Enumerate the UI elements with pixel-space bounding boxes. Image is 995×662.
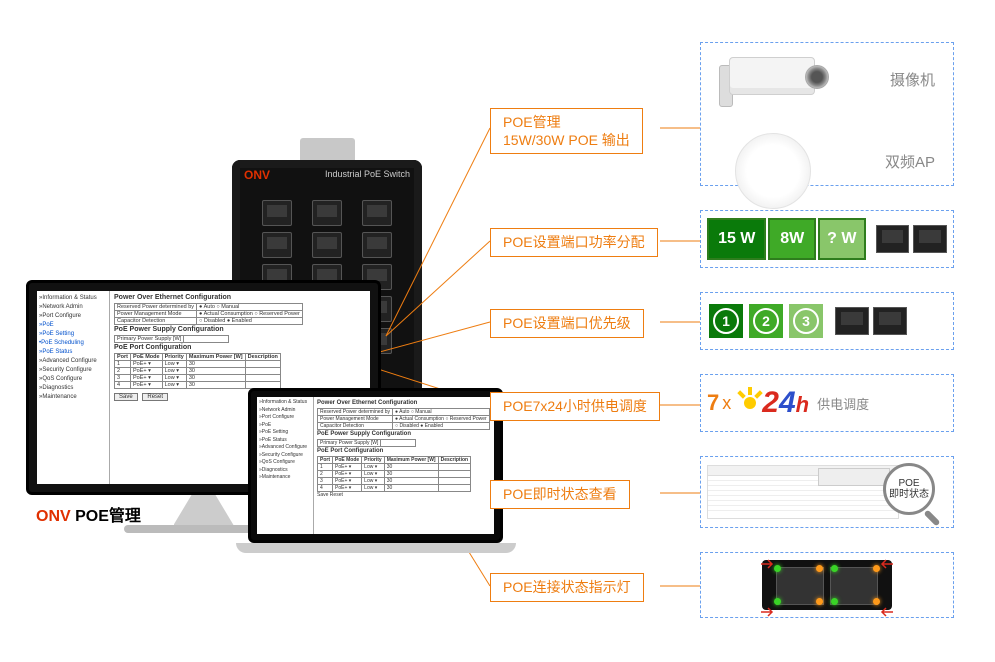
camera-label: 摄像机 xyxy=(890,69,935,90)
rj45-icon xyxy=(835,307,869,335)
poe-port-table[interactable]: PortPoE ModePriorityMaximum Power [W]Des… xyxy=(114,353,281,389)
nav-item[interactable]: »PoE Setting xyxy=(39,330,107,339)
rj45-icon xyxy=(873,307,907,335)
poe-port-heading: PoE Port Configuration xyxy=(114,344,366,351)
callout-c5: POE即时状态查看 xyxy=(490,480,630,509)
nav-item[interactable]: »Advanced Configure xyxy=(39,357,107,366)
ap-label: 双频AP xyxy=(885,151,935,172)
poe-port-table-laptop[interactable]: PortPoE ModePriorityMaximum Power [W]Des… xyxy=(317,456,471,492)
callout-c4: POE7x24小时供电调度 xyxy=(490,392,660,421)
panel-priority: 123 xyxy=(700,292,954,350)
webui-nav[interactable]: »Information & Status»Network Admin»Port… xyxy=(37,291,110,484)
nav-item[interactable]: »PoE Setting xyxy=(259,429,311,437)
nav-item[interactable]: »Security Configure xyxy=(39,366,107,375)
save-button-laptop[interactable]: Save xyxy=(317,492,328,498)
nav-item[interactable]: »PoE xyxy=(259,422,311,430)
save-button[interactable]: Save xyxy=(114,393,138,401)
rj45-led-block xyxy=(762,560,892,610)
nav-item[interactable]: »Diagnostics xyxy=(39,384,107,393)
panel-devices: 摄像机 双频AP xyxy=(700,42,954,186)
sun-icon xyxy=(738,391,762,415)
port-row[interactable]: 3PoE+ ▾Low ▾30 xyxy=(318,478,471,485)
nav-item[interactable]: »PoE Status xyxy=(39,348,107,357)
nav-item[interactable]: »QoS Configure xyxy=(259,459,311,467)
poe-config-table[interactable]: Reserved Power determined by● Auto ○ Man… xyxy=(114,303,303,325)
switch-subtitle: Industrial PoE Switch xyxy=(325,169,410,179)
webui-nav-laptop[interactable]: »Information & Status»Network Admin»Port… xyxy=(257,397,314,534)
nav-item[interactable]: »Information & Status xyxy=(259,399,311,407)
poe-config-table-laptop[interactable]: Reserved Power determined by● Auto ○ Man… xyxy=(317,408,490,430)
port-row[interactable]: 1PoE+ ▾Low ▾30 xyxy=(115,361,281,368)
nav-item[interactable]: »Security Configure xyxy=(259,452,311,460)
priority-badge: 3 xyxy=(787,302,825,340)
port-row[interactable]: 4PoE+ ▾Low ▾30 xyxy=(318,485,471,492)
reset-button[interactable]: Reset xyxy=(142,393,168,401)
seven: 7 xyxy=(707,390,719,416)
status-ui-thumb xyxy=(707,465,899,519)
nav-item[interactable]: »Port Configure xyxy=(259,414,311,422)
panel-power-allocation: 15 W8W? W xyxy=(700,210,954,268)
power-badge: 8W xyxy=(768,218,816,260)
callout-c3: POE设置端口优先级 xyxy=(490,309,644,338)
webui-title: Power Over Ethernet Configuration xyxy=(114,294,366,301)
panel4-label: 供电调度 xyxy=(817,394,869,413)
port-row[interactable]: 1PoE+ ▾Low ▾30 xyxy=(318,464,471,471)
camera-icon xyxy=(719,57,829,113)
primary-power-row[interactable]: Primary Power Supply [W] xyxy=(114,335,229,343)
nav-item[interactable]: »Network Admin xyxy=(259,407,311,415)
monitor-caption: ONV POE管理 xyxy=(36,502,141,526)
magnifier-icon: POE即时状态 xyxy=(883,463,939,519)
nav-item[interactable]: »Maintenance xyxy=(39,393,107,402)
reset-button-laptop[interactable]: Reset xyxy=(330,492,343,498)
panel-7x24: 7 x 24h 供电调度 xyxy=(700,374,954,432)
panel-realtime-status: POE即时状态 xyxy=(700,456,954,528)
power-badge: ? W xyxy=(818,218,866,260)
priority-badge: 2 xyxy=(747,302,785,340)
port-row[interactable]: 3PoE+ ▾Low ▾30 xyxy=(115,375,281,382)
switch-brand: ONV xyxy=(244,168,270,182)
nav-item[interactable]: »Advanced Configure xyxy=(259,444,311,452)
laptop: »Information & Status»Network Admin»Port… xyxy=(248,388,503,553)
nav-item[interactable]: »Maintenance xyxy=(259,474,311,482)
callout-c1: POE管理15W/30W POE 输出 xyxy=(490,108,643,154)
nav-item[interactable]: »Network Admin xyxy=(39,303,107,312)
callout-c6: POE连接状态指示灯 xyxy=(490,573,644,602)
priority-badge: 1 xyxy=(707,302,745,340)
panel-link-leds xyxy=(700,552,954,618)
ap-icon xyxy=(735,133,811,209)
poe-power-heading: PoE Power Supply Configuration xyxy=(114,326,366,333)
nav-item[interactable]: »Information & Status xyxy=(39,294,107,303)
rj45-icon xyxy=(913,225,947,253)
port-row[interactable]: 2PoE+ ▾Low ▾30 xyxy=(115,368,281,375)
twentyfour-h: 24h xyxy=(762,386,809,420)
rj45-icon xyxy=(876,225,910,253)
nav-item[interactable]: »PoE xyxy=(39,321,107,330)
nav-item[interactable]: »QoS Configure xyxy=(39,375,107,384)
nav-item[interactable]: »PoE Status xyxy=(259,437,311,445)
power-badge: 15 W xyxy=(707,218,766,260)
webui-title-laptop: Power Over Ethernet Configuration xyxy=(317,400,491,406)
nav-item[interactable]: •PoE Scheduling xyxy=(39,339,107,348)
callout-c2: POE设置端口功率分配 xyxy=(490,228,658,257)
nav-item[interactable]: »Diagnostics xyxy=(259,467,311,475)
port-row[interactable]: 2PoE+ ▾Low ▾30 xyxy=(318,471,471,478)
nav-item[interactable]: »Port Configure xyxy=(39,312,107,321)
